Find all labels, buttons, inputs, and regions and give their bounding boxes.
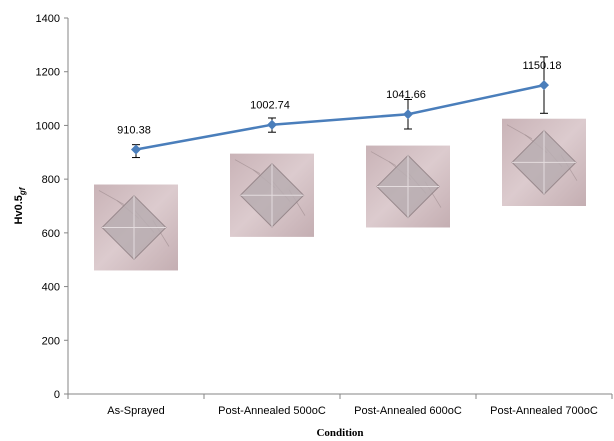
data-labels: 910.38 1002.74 1041.66 1150.18 <box>117 60 561 136</box>
series-line <box>135 83 545 151</box>
y-axis-ticks: 0 200 400 600 800 1000 1200 1400 <box>36 13 68 401</box>
y-axis-title-main: Hv0.5 <box>13 195 25 224</box>
x-tick-label: Post-Annealed 700oC <box>490 405 598 417</box>
data-point-marker <box>267 119 277 130</box>
y-tick-label: 200 <box>42 335 60 347</box>
indent-photo-600 <box>366 145 450 228</box>
data-label: 910.38 <box>117 124 151 136</box>
data-point-marker <box>131 144 141 155</box>
data-label: 1002.74 <box>250 100 290 112</box>
indent-photo-as-sprayed <box>94 184 178 271</box>
y-tick-label: 0 <box>54 389 60 401</box>
series-hardness <box>131 56 549 159</box>
indent-photo-700 <box>502 118 586 206</box>
data-label: 1150.18 <box>523 60 562 72</box>
data-label: 1041.66 <box>386 89 426 101</box>
x-axis-ticks: As-Sprayed Post-Annealed 500oC Post-Anneal… <box>67 394 613 417</box>
x-tick-label: Post-Annealed 600oC <box>354 405 462 417</box>
y-axis-title: Hv0.5gf <box>13 186 27 224</box>
indent-photo-500 <box>230 153 314 237</box>
x-axis-title: Condition <box>316 427 363 439</box>
data-point-marker <box>403 109 413 120</box>
x-tick-label: As-Sprayed <box>107 405 164 417</box>
y-tick-label: 1400 <box>36 13 60 25</box>
data-point-marker <box>539 80 549 91</box>
y-axis-title-sub: gf <box>18 186 27 196</box>
y-tick-label: 600 <box>42 228 60 240</box>
y-tick-label: 800 <box>42 174 60 186</box>
y-tick-label: 1200 <box>36 67 60 79</box>
y-tick-label: 400 <box>42 282 60 294</box>
y-tick-label: 1000 <box>36 120 60 132</box>
x-tick-label: Post-Annealed 500oC <box>218 405 326 417</box>
inset-photos <box>94 118 586 271</box>
